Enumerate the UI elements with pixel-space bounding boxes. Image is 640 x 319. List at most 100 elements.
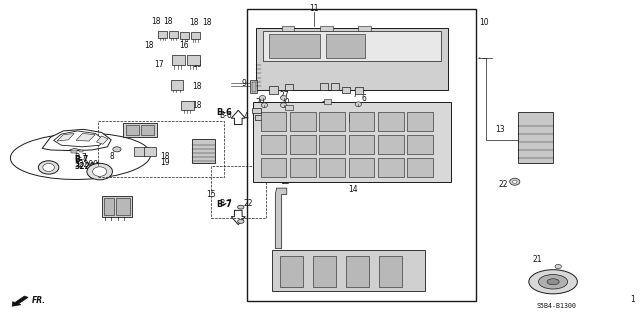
Text: B-6: B-6 — [216, 108, 232, 117]
Bar — [285, 105, 292, 110]
Ellipse shape — [555, 264, 561, 269]
Bar — [192, 139, 214, 163]
Polygon shape — [54, 131, 104, 147]
Bar — [252, 82, 256, 92]
Bar — [378, 112, 404, 131]
Text: 23: 23 — [292, 84, 301, 93]
Ellipse shape — [280, 95, 287, 100]
Text: 6: 6 — [362, 94, 366, 103]
Text: 32200: 32200 — [74, 160, 99, 169]
Text: 18: 18 — [163, 17, 173, 26]
Text: 18: 18 — [192, 101, 202, 110]
Bar — [319, 112, 345, 131]
Bar — [141, 124, 154, 135]
Bar — [408, 135, 433, 154]
Text: 22: 22 — [243, 199, 253, 208]
Bar — [342, 87, 350, 93]
Bar — [355, 87, 363, 94]
Polygon shape — [97, 136, 108, 144]
Bar — [269, 34, 320, 58]
Polygon shape — [76, 133, 95, 141]
Bar — [280, 256, 303, 286]
Bar — [290, 135, 316, 154]
Bar — [378, 158, 404, 177]
Bar — [349, 112, 374, 131]
Bar — [262, 31, 442, 61]
Text: 18: 18 — [151, 17, 161, 26]
Ellipse shape — [547, 279, 559, 285]
Text: 18: 18 — [192, 60, 202, 69]
Bar — [320, 83, 328, 90]
Text: 11: 11 — [309, 4, 318, 13]
Ellipse shape — [280, 103, 287, 108]
Text: 20: 20 — [255, 108, 265, 116]
Bar — [71, 150, 77, 152]
Text: 22: 22 — [499, 181, 508, 189]
Ellipse shape — [355, 102, 362, 107]
Bar — [320, 26, 333, 31]
Bar — [331, 83, 339, 90]
Bar — [285, 84, 292, 90]
Bar — [116, 197, 130, 215]
Bar — [326, 34, 365, 58]
Text: 19: 19 — [161, 158, 170, 167]
Bar — [324, 99, 331, 104]
Text: 14: 14 — [349, 185, 358, 194]
Text: 10: 10 — [479, 19, 489, 27]
Text: 4: 4 — [244, 112, 248, 121]
Text: 21: 21 — [532, 255, 542, 264]
Bar — [171, 80, 183, 90]
Bar — [104, 197, 114, 215]
Bar — [349, 135, 374, 154]
Bar — [126, 124, 139, 135]
Polygon shape — [57, 133, 74, 141]
Text: 7: 7 — [352, 90, 357, 99]
Bar — [408, 158, 433, 177]
Bar — [211, 166, 266, 218]
Ellipse shape — [93, 167, 107, 176]
Ellipse shape — [38, 161, 59, 174]
Bar — [378, 135, 404, 154]
Text: S5B4-B1300: S5B4-B1300 — [536, 303, 576, 308]
Text: 26: 26 — [326, 84, 336, 93]
Ellipse shape — [113, 147, 121, 152]
Ellipse shape — [237, 219, 244, 223]
Bar — [349, 158, 374, 177]
Text: 20: 20 — [280, 99, 290, 108]
Text: 13: 13 — [495, 125, 505, 134]
Text: 16: 16 — [179, 41, 189, 50]
Ellipse shape — [43, 163, 54, 171]
Text: 12: 12 — [280, 177, 290, 186]
Text: 32200: 32200 — [74, 162, 100, 171]
Bar — [246, 9, 476, 301]
Ellipse shape — [259, 95, 266, 100]
Bar — [159, 31, 168, 38]
Text: 27: 27 — [280, 92, 289, 100]
Bar — [290, 158, 316, 177]
Ellipse shape — [509, 178, 520, 185]
Bar — [102, 196, 132, 217]
Bar — [124, 123, 157, 137]
Bar — [313, 256, 336, 286]
Text: 20: 20 — [349, 105, 358, 114]
Text: 1: 1 — [630, 295, 636, 304]
Bar — [518, 112, 553, 163]
Text: B-7: B-7 — [219, 199, 232, 208]
Bar — [282, 26, 294, 31]
Bar — [256, 28, 448, 90]
Ellipse shape — [237, 205, 244, 209]
FancyArrow shape — [231, 210, 245, 225]
Bar — [358, 26, 371, 31]
Bar — [349, 115, 368, 122]
Bar — [260, 112, 286, 131]
Text: B-7: B-7 — [74, 155, 88, 164]
Text: 2: 2 — [132, 126, 136, 135]
Text: B-7: B-7 — [216, 200, 232, 209]
Bar — [290, 112, 316, 131]
Text: 24: 24 — [280, 108, 290, 117]
Ellipse shape — [10, 133, 150, 180]
Polygon shape — [275, 188, 287, 249]
Text: 18: 18 — [161, 152, 170, 161]
Text: 20: 20 — [255, 99, 265, 108]
Bar — [252, 108, 261, 114]
